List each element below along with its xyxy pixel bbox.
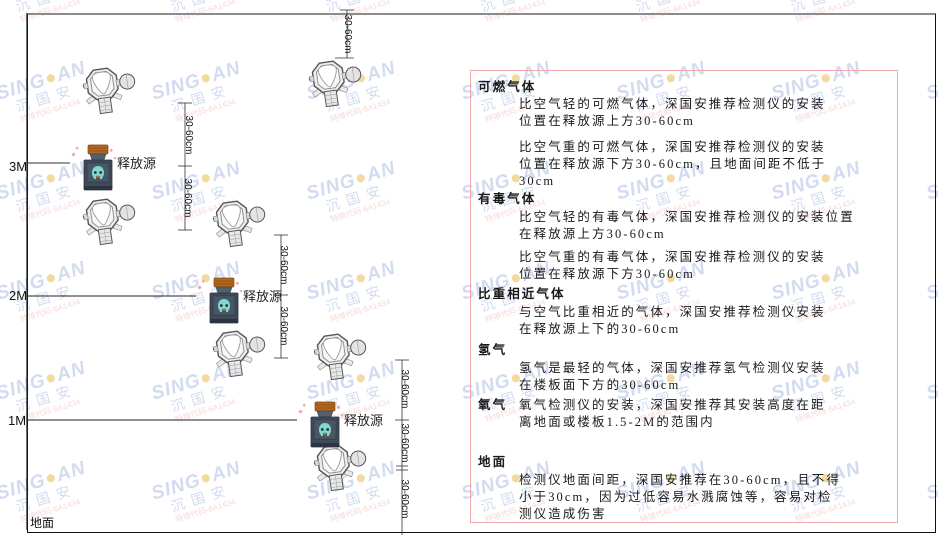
svg-text:1M: 1M: [8, 413, 26, 428]
svg-text:地面: 地面: [30, 516, 54, 530]
svg-text:释放源: 释放源: [243, 289, 282, 304]
svg-text:30-60cm: 30-60cm: [182, 179, 193, 218]
svg-text:释放源: 释放源: [344, 413, 383, 428]
svg-text:30-60cm: 30-60cm: [342, 15, 353, 54]
svg-text:30-60cm: 30-60cm: [278, 246, 289, 285]
svg-text:释放源: 释放源: [117, 156, 156, 171]
svg-text:30-60cm: 30-60cm: [399, 370, 410, 409]
svg-text:2M: 2M: [9, 288, 27, 303]
svg-text:30-60cm: 30-60cm: [183, 116, 194, 155]
svg-text:30-60cm: 30-60cm: [399, 480, 410, 519]
svg-text:30-60cm: 30-60cm: [399, 424, 410, 463]
svg-text:3M: 3M: [9, 159, 27, 174]
svg-text:30-60cm: 30-60cm: [278, 307, 289, 346]
